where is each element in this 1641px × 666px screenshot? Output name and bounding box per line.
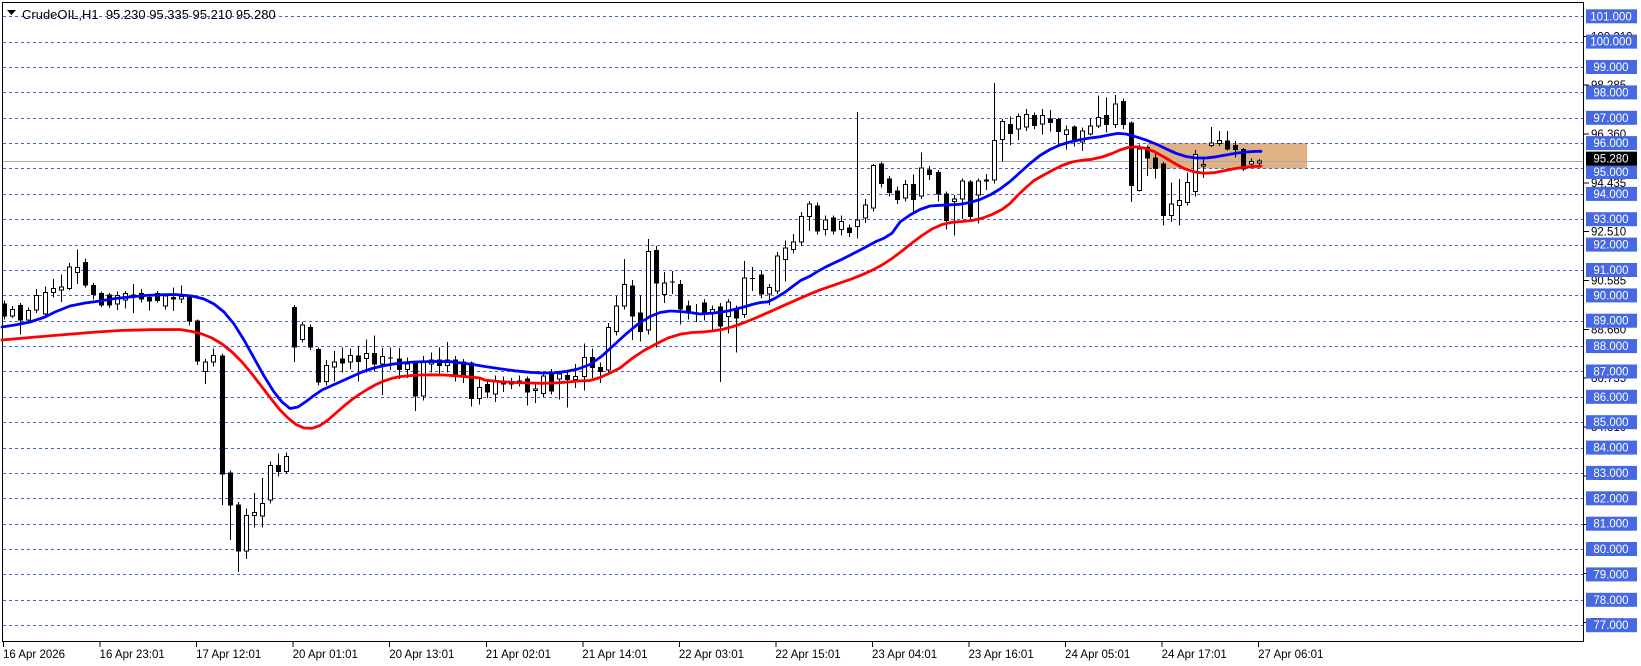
svg-text:77.000: 77.000 — [1593, 620, 1628, 632]
svg-text:95.280: 95.280 — [1593, 154, 1628, 166]
svg-text:88.000: 88.000 — [1593, 341, 1628, 353]
svg-text:21 Apr 14:01: 21 Apr 14:01 — [582, 649, 647, 661]
svg-text:20 Apr 01:01: 20 Apr 01:01 — [293, 649, 358, 661]
svg-text:83.000: 83.000 — [1593, 468, 1628, 480]
svg-text:101.000: 101.000 — [1590, 11, 1632, 23]
svg-text:CrudeOIL,H1 95.230 95.335 95.: CrudeOIL,H1 95.230 95.335 95.210 95.280 — [22, 7, 276, 22]
svg-text:81.000: 81.000 — [1593, 519, 1628, 531]
svg-text:16 Apr 2026: 16 Apr 2026 — [3, 649, 65, 661]
svg-text:93.000: 93.000 — [1593, 214, 1628, 226]
svg-text:92.510: 92.510 — [1591, 227, 1626, 239]
svg-text:23 Apr 04:01: 23 Apr 04:01 — [872, 649, 937, 661]
svg-text:98.000: 98.000 — [1593, 87, 1628, 99]
svg-text:78.000: 78.000 — [1593, 595, 1628, 607]
svg-text:21 Apr 02:01: 21 Apr 02:01 — [486, 649, 551, 661]
svg-text:27 Apr 06:01: 27 Apr 06:01 — [1258, 649, 1323, 661]
svg-text:92.000: 92.000 — [1593, 240, 1628, 252]
svg-text:94.435: 94.435 — [1591, 178, 1626, 190]
svg-text:97.000: 97.000 — [1593, 113, 1628, 125]
svg-text:85.000: 85.000 — [1593, 417, 1628, 429]
svg-text:86.000: 86.000 — [1593, 392, 1628, 404]
svg-text:87.000: 87.000 — [1593, 367, 1628, 379]
svg-text:24 Apr 17:01: 24 Apr 17:01 — [1162, 649, 1227, 661]
svg-text:17 Apr 12:01: 17 Apr 12:01 — [196, 649, 261, 661]
svg-text:16 Apr 23:01: 16 Apr 23:01 — [100, 649, 165, 661]
svg-text:22 Apr 15:01: 22 Apr 15:01 — [775, 649, 840, 661]
svg-text:89.000: 89.000 — [1593, 316, 1628, 328]
svg-text:20 Apr 13:01: 20 Apr 13:01 — [389, 649, 454, 661]
svg-text:90.000: 90.000 — [1593, 290, 1628, 302]
svg-text:80.000: 80.000 — [1593, 544, 1628, 556]
svg-text:24 Apr 05:01: 24 Apr 05:01 — [1065, 649, 1130, 661]
svg-text:79.000: 79.000 — [1593, 569, 1628, 581]
svg-text:96.000: 96.000 — [1593, 138, 1628, 150]
svg-text:90.585: 90.585 — [1591, 276, 1626, 288]
svg-text:95.000: 95.000 — [1593, 167, 1628, 179]
svg-text:94.000: 94.000 — [1593, 189, 1628, 201]
svg-text:99.000: 99.000 — [1593, 62, 1628, 74]
svg-text:22 Apr 03:01: 22 Apr 03:01 — [679, 649, 744, 661]
svg-text:91.000: 91.000 — [1593, 265, 1628, 277]
svg-text:100.000: 100.000 — [1590, 37, 1632, 49]
svg-text:84.000: 84.000 — [1593, 443, 1628, 455]
svg-text:23 Apr 16:01: 23 Apr 16:01 — [969, 649, 1034, 661]
svg-text:82.000: 82.000 — [1593, 493, 1628, 505]
